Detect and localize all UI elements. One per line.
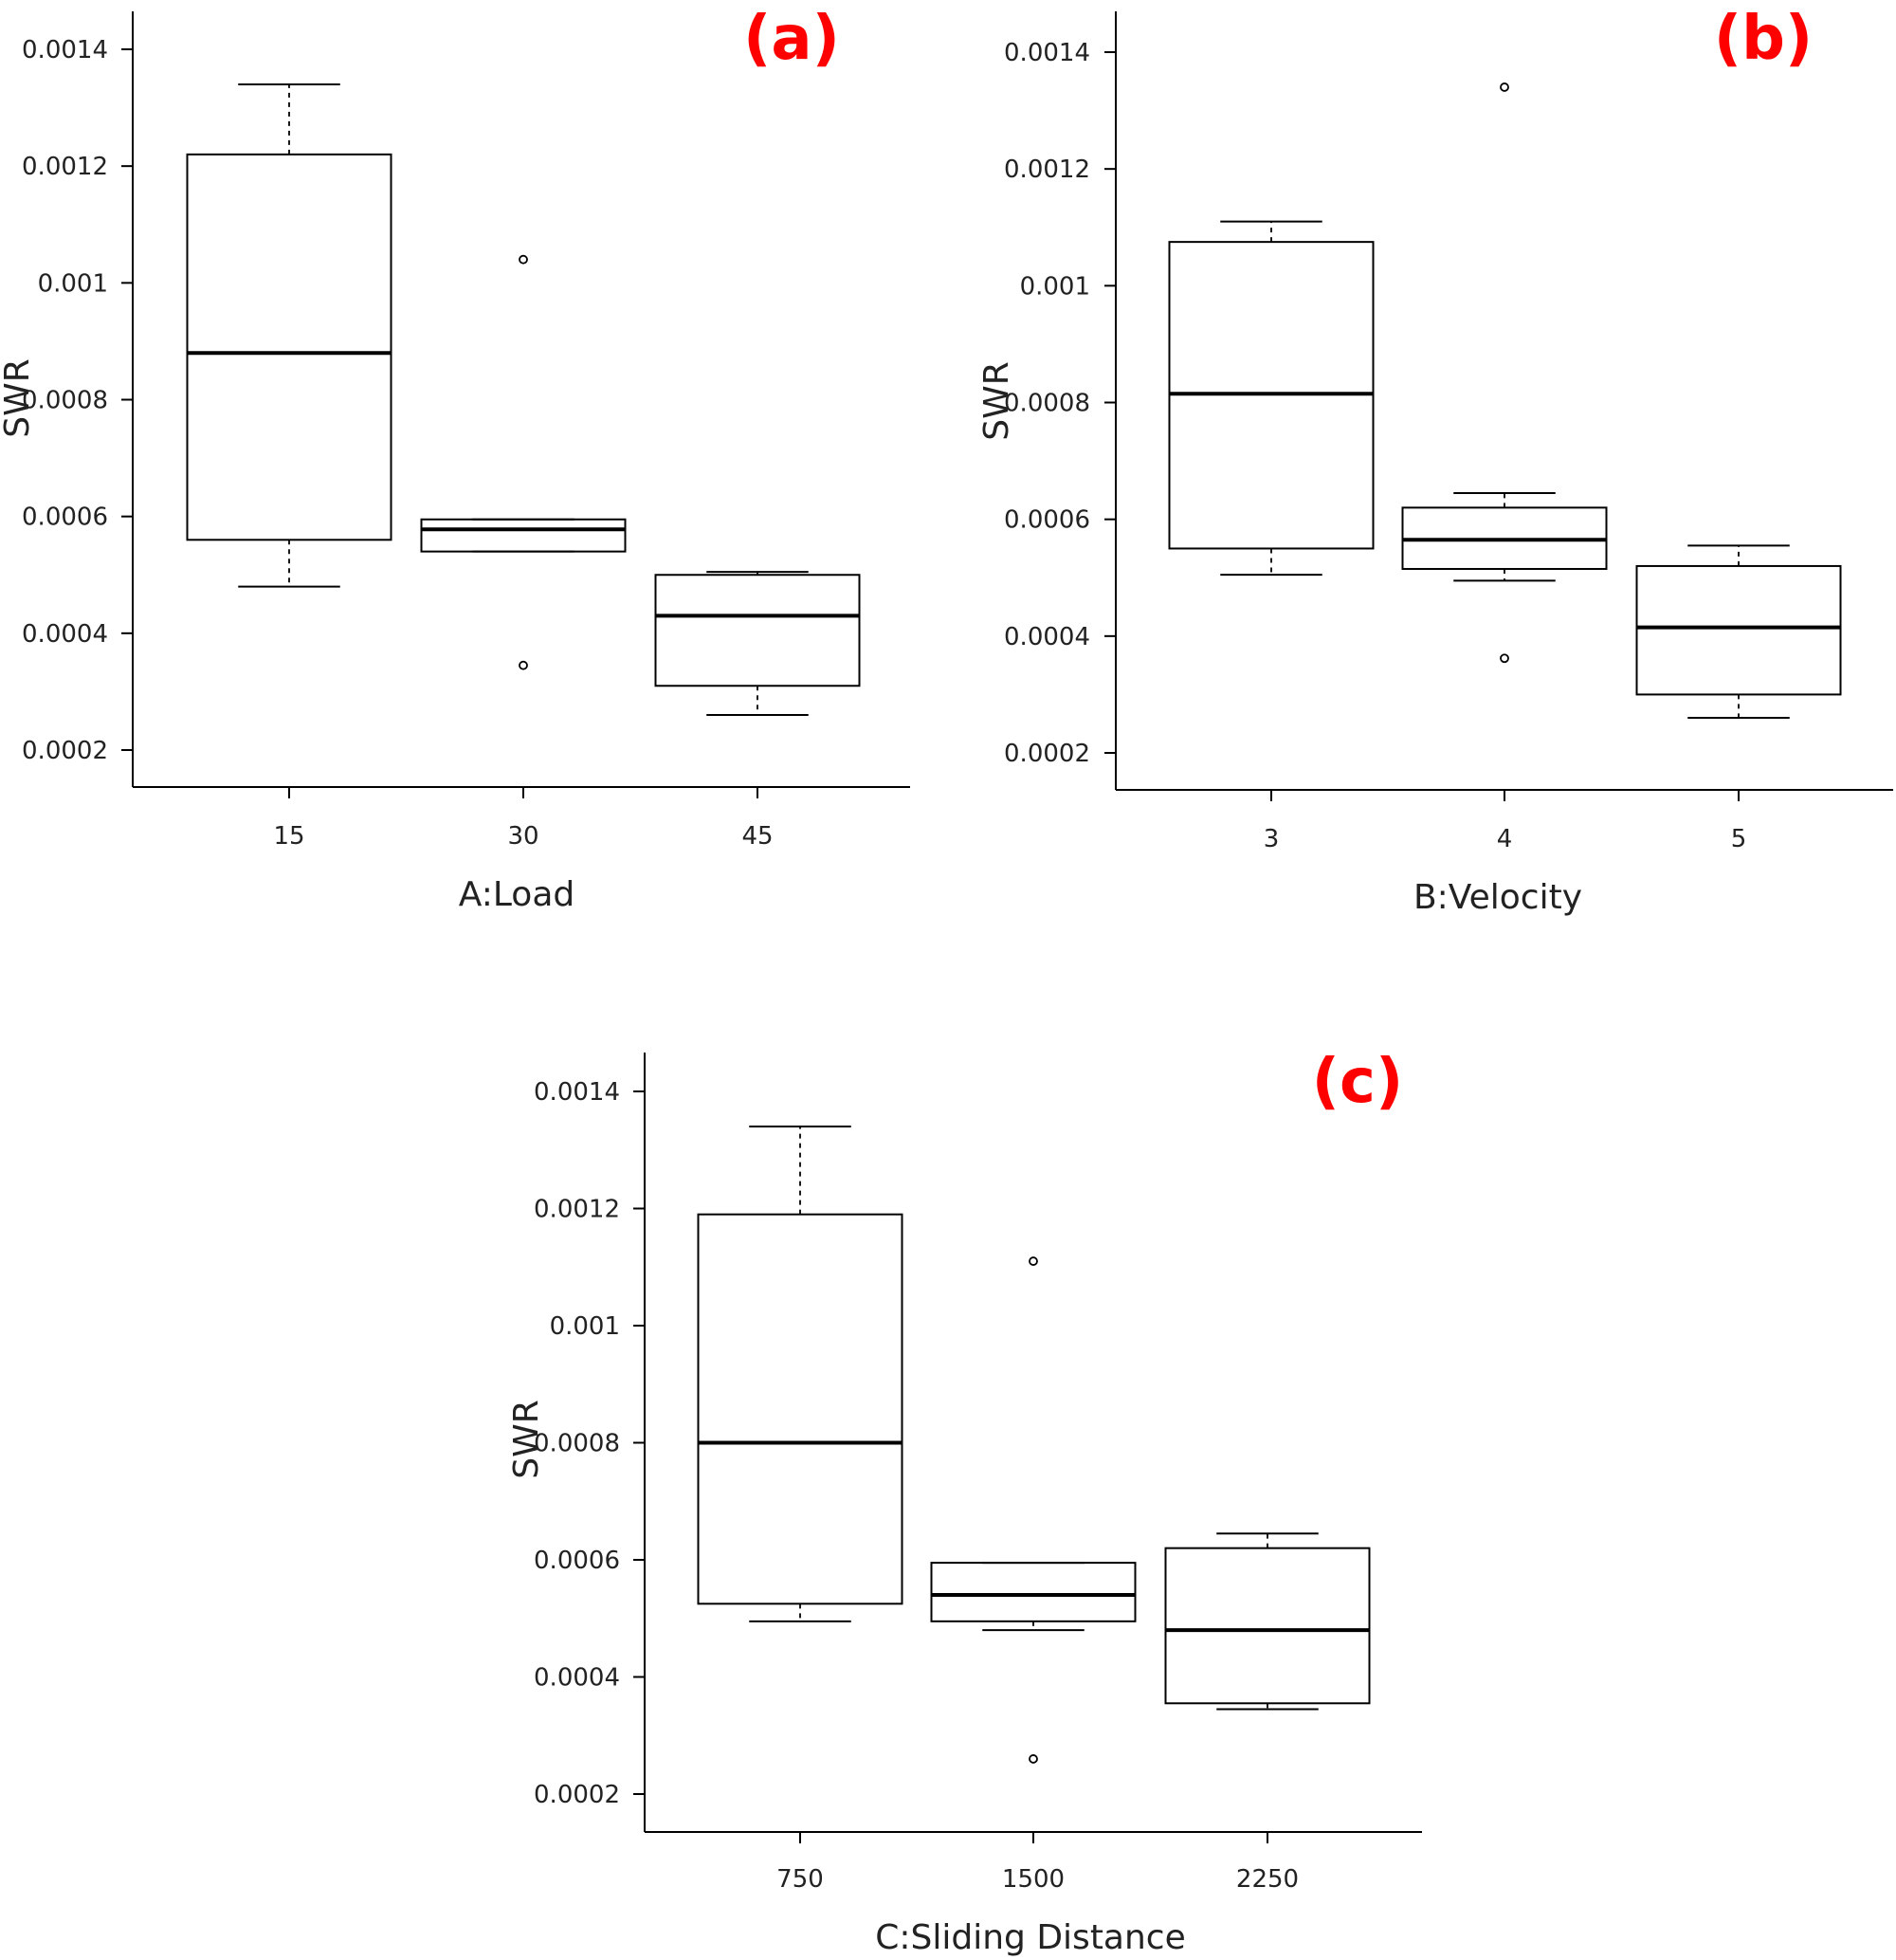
x-axis-label: B:Velocity [1413, 878, 1582, 917]
x-tick-label: 1500 [1002, 1865, 1065, 1894]
outlier-point [1500, 653, 1509, 664]
y-tick-label: 0.0014 [22, 36, 108, 64]
box-iqr [1635, 564, 1842, 696]
box-iqr [186, 153, 392, 541]
x-tick-label: 15 [273, 822, 304, 851]
y-tick-label: 0.0004 [1004, 623, 1090, 651]
y-tick-label: 0.0002 [22, 737, 108, 765]
box-plot-panel-c: 0.0002 0.0004 0.0006 0.0008 0.001 0.0012 0.001… [507, 1047, 1422, 1957]
y-tick-label: 0.0006 [534, 1547, 620, 1575]
panel-label: (c) [1312, 1047, 1403, 1117]
outlier-point [519, 254, 528, 265]
outlier-point [1500, 82, 1509, 92]
y-tick-label: 0.001 [550, 1312, 620, 1341]
x-tick-label: 3 [1264, 825, 1280, 853]
y-tick-label: 0.0012 [534, 1196, 620, 1224]
x-tick-label: 4 [1497, 825, 1513, 853]
y-tick-label: 0.001 [1020, 272, 1090, 301]
box-plot-panel-b: 0.0002 0.0004 0.0006 0.0008 0.001 0.0012 0.001… [977, 4, 1893, 917]
box-iqr [420, 518, 627, 553]
y-tick-label: 0.0006 [22, 504, 108, 532]
box-iqr [930, 1562, 1137, 1622]
x-axis-label: C:Sliding Distance [875, 1918, 1186, 1957]
y-tick-label: 0.0014 [534, 1078, 620, 1107]
y-tick-label: 0.0002 [1004, 740, 1090, 768]
x-axis-label: A:Load [459, 875, 574, 914]
y-tick-label: 0.0008 [534, 1430, 620, 1458]
outlier-point [519, 660, 528, 670]
box-iqr [654, 574, 861, 687]
x-tick-label: 2250 [1236, 1865, 1299, 1894]
panel-label: (a) [743, 4, 840, 74]
y-tick-label: 0.0008 [1004, 390, 1090, 418]
y-tick-label: 0.0002 [534, 1781, 620, 1809]
x-tick-label: 750 [776, 1865, 824, 1894]
y-tick-label: 0.0008 [22, 387, 108, 415]
y-axis-label: SWR [0, 358, 37, 437]
y-tick-label: 0.0012 [1004, 156, 1090, 184]
outlier-point [1029, 1256, 1038, 1266]
y-tick-label: 0.0012 [22, 153, 108, 181]
x-tick-label: 30 [507, 822, 538, 851]
y-tick-label: 0.001 [38, 269, 108, 298]
y-tick-label: 0.0006 [1004, 506, 1090, 535]
y-tick-label: 0.0004 [534, 1664, 620, 1693]
y-axis-label: SWR [507, 1400, 546, 1478]
x-tick-label: 5 [1731, 825, 1747, 853]
box-plot-panel-a: 0.0002 0.0004 0.0006 0.0008 0.001 0.0012 0.001… [0, 4, 910, 914]
box-iqr [697, 1213, 903, 1605]
x-tick-label: 45 [741, 822, 773, 851]
y-axis-label: SWR [977, 361, 1016, 440]
outlier-point [1029, 1754, 1038, 1764]
y-tick-label: 0.0014 [1004, 39, 1090, 67]
box-iqr [1164, 1547, 1371, 1705]
y-tick-label: 0.0004 [22, 620, 108, 649]
panel-label: (b) [1714, 4, 1813, 74]
